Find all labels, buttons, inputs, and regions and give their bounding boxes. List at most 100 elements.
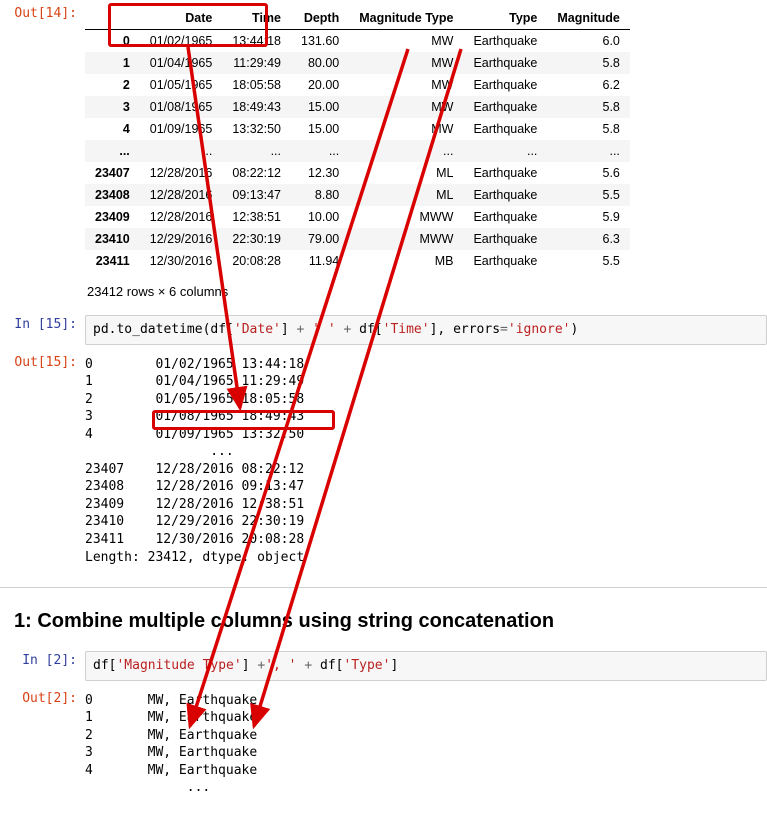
df-row-index: 1 bbox=[85, 52, 140, 74]
df-cell: MW bbox=[349, 118, 463, 140]
code-op: + bbox=[304, 658, 312, 673]
df-cell: 13:32:50 bbox=[222, 118, 291, 140]
code-text: ], errors bbox=[430, 322, 500, 337]
code-str: 'ignore' bbox=[508, 322, 571, 337]
df-row-index: 2 bbox=[85, 74, 140, 96]
df-cell: 01/09/1965 bbox=[140, 118, 223, 140]
df-cell: 13:44:18 bbox=[222, 30, 291, 53]
code-in15[interactable]: pd.to_datetime(df['Date'] + ' ' + df['Ti… bbox=[85, 315, 767, 345]
df-row-index: 4 bbox=[85, 118, 140, 140]
df-cell: MWW bbox=[349, 206, 463, 228]
df-cell: ML bbox=[349, 162, 463, 184]
df-row-index: 23408 bbox=[85, 184, 140, 206]
prompt-in2: In [2]: bbox=[0, 649, 85, 668]
df-cell: Earthquake bbox=[463, 52, 547, 74]
code-in2[interactable]: df['Magnitude Type'] +', ' + df['Type'] bbox=[85, 651, 767, 681]
df-cell: 12:38:51 bbox=[222, 206, 291, 228]
df-col-header: Time bbox=[222, 7, 291, 30]
code-str: ', ' bbox=[265, 658, 296, 673]
df-cell: MW bbox=[349, 30, 463, 53]
df-cell: ML bbox=[349, 184, 463, 206]
df-cell: 80.00 bbox=[291, 52, 349, 74]
df-cell: 15.00 bbox=[291, 96, 349, 118]
cell-out2: Out[2]: 0 MW, Earthquake 1 MW, Earthquak… bbox=[0, 685, 767, 804]
df-cell: Earthquake bbox=[463, 228, 547, 250]
prompt-out15: Out[15]: bbox=[0, 351, 85, 370]
df-col-header: Depth bbox=[291, 7, 349, 30]
dataframe-table: DateTimeDepthMagnitude TypeTypeMagnitude… bbox=[85, 7, 630, 272]
df-cell: Earthquake bbox=[463, 74, 547, 96]
df-cell: 5.8 bbox=[547, 96, 630, 118]
cell-in2: In [2]: df['Magnitude Type'] +', ' + df[… bbox=[0, 647, 767, 685]
divider bbox=[0, 587, 767, 588]
table-row: 2340912/28/201612:38:5110.00MWWEarthquak… bbox=[85, 206, 630, 228]
df-cell: ... bbox=[349, 140, 463, 162]
df-cell: 20:08:28 bbox=[222, 250, 291, 272]
df-cell: ... bbox=[291, 140, 349, 162]
code-op: = bbox=[500, 322, 508, 337]
table-row: 301/08/196518:49:4315.00MWEarthquake5.8 bbox=[85, 96, 630, 118]
code-text: ] bbox=[281, 322, 297, 337]
df-cell: 5.5 bbox=[547, 184, 630, 206]
df-cell: 12/30/2016 bbox=[140, 250, 223, 272]
df-cell: 22:30:19 bbox=[222, 228, 291, 250]
df-row-index: 3 bbox=[85, 96, 140, 118]
code-str: 'Time' bbox=[383, 322, 430, 337]
code-str: 'Type' bbox=[343, 658, 390, 673]
df-cell: 79.00 bbox=[291, 228, 349, 250]
df-col-header: Date bbox=[140, 7, 223, 30]
cell-in15: In [15]: pd.to_datetime(df['Date'] + ' '… bbox=[0, 311, 767, 349]
df-row-index: 23407 bbox=[85, 162, 140, 184]
df-cell: 18:05:58 bbox=[222, 74, 291, 96]
code-str: 'Date' bbox=[234, 322, 281, 337]
code-text: df[ bbox=[312, 658, 343, 673]
df-col-header: Magnitude Type bbox=[349, 7, 463, 30]
table-row: 101/04/196511:29:4980.00MWEarthquake5.8 bbox=[85, 52, 630, 74]
code-text: df[ bbox=[93, 658, 116, 673]
df-cell: MW bbox=[349, 52, 463, 74]
table-row: 2340812/28/201609:13:478.80MLEarthquake5… bbox=[85, 184, 630, 206]
df-cell: 6.3 bbox=[547, 228, 630, 250]
table-row: 2341012/29/201622:30:1979.00MWWEarthquak… bbox=[85, 228, 630, 250]
df-row-index: 23409 bbox=[85, 206, 140, 228]
table-row: 001/02/196513:44:18131.60MWEarthquake6.0 bbox=[85, 30, 630, 53]
df-cell: 6.2 bbox=[547, 74, 630, 96]
prompt-out2: Out[2]: bbox=[0, 687, 85, 706]
df-row-index: ... bbox=[85, 140, 140, 162]
df-cell: 01/08/1965 bbox=[140, 96, 223, 118]
df-cell: 01/02/1965 bbox=[140, 30, 223, 53]
df-cell: Earthquake bbox=[463, 30, 547, 53]
df-col-header: Type bbox=[463, 7, 547, 30]
df-cell: ... bbox=[463, 140, 547, 162]
df-cell: 20.00 bbox=[291, 74, 349, 96]
df-cell: 8.80 bbox=[291, 184, 349, 206]
df-row-index: 23411 bbox=[85, 250, 140, 272]
code-text: df[ bbox=[351, 322, 382, 337]
df-col-header bbox=[85, 7, 140, 30]
df-cell: 01/05/1965 bbox=[140, 74, 223, 96]
df-cell: 08:22:12 bbox=[222, 162, 291, 184]
table-row: 2340712/28/201608:22:1212.30MLEarthquake… bbox=[85, 162, 630, 184]
df-cell: Earthquake bbox=[463, 206, 547, 228]
df-cell: ... bbox=[222, 140, 291, 162]
code-text: ] bbox=[390, 658, 398, 673]
df-cell: 6.0 bbox=[547, 30, 630, 53]
df-cell: MWW bbox=[349, 228, 463, 250]
df-cell: 15.00 bbox=[291, 118, 349, 140]
df-cell: 18:49:43 bbox=[222, 96, 291, 118]
df-cell: 12/28/2016 bbox=[140, 162, 223, 184]
df-row-index: 0 bbox=[85, 30, 140, 53]
df-cell: 131.60 bbox=[291, 30, 349, 53]
df-cell: 11.94 bbox=[291, 250, 349, 272]
df-cell: 12/28/2016 bbox=[140, 184, 223, 206]
df-cell: 5.8 bbox=[547, 52, 630, 74]
df-cell: Earthquake bbox=[463, 118, 547, 140]
df-cell: ... bbox=[547, 140, 630, 162]
df-cell: MB bbox=[349, 250, 463, 272]
table-row: 201/05/196518:05:5820.00MWEarthquake6.2 bbox=[85, 74, 630, 96]
df-cell: 12/28/2016 bbox=[140, 206, 223, 228]
df-cell: 10.00 bbox=[291, 206, 349, 228]
df-cell: 11:29:49 bbox=[222, 52, 291, 74]
df-cell: 12.30 bbox=[291, 162, 349, 184]
code-text: ) bbox=[571, 322, 579, 337]
